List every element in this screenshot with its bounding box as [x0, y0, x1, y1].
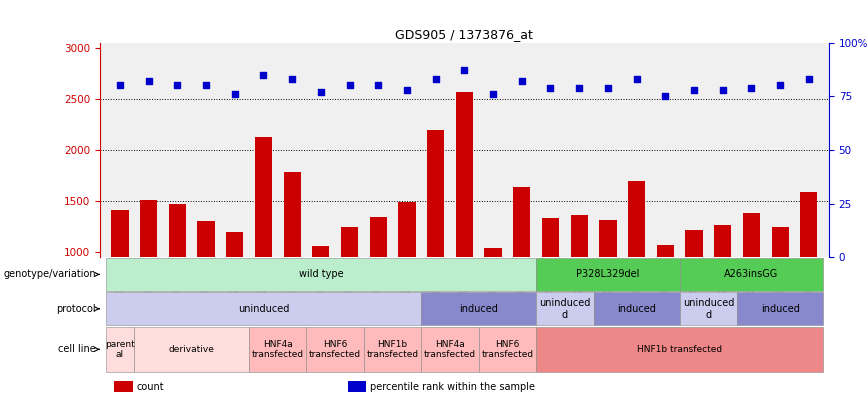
Text: genotype/variation: genotype/variation — [3, 269, 99, 279]
Bar — [106, 292, 421, 325]
Point — [716, 87, 730, 93]
Bar — [364, 327, 421, 372]
Bar — [686, 230, 702, 354]
Point — [286, 76, 299, 82]
Bar — [427, 130, 444, 354]
Bar — [106, 258, 536, 291]
Point — [141, 78, 155, 84]
Text: count: count — [136, 382, 164, 392]
Point — [113, 82, 127, 89]
Bar — [628, 181, 645, 354]
Bar — [743, 213, 760, 354]
Bar — [594, 292, 680, 325]
Title: GDS905 / 1373876_at: GDS905 / 1373876_at — [396, 28, 533, 41]
Point — [372, 82, 385, 89]
Text: uninduced: uninduced — [238, 304, 289, 314]
Bar — [772, 226, 789, 354]
Bar — [536, 258, 680, 291]
Point — [658, 93, 672, 100]
Point — [629, 76, 643, 82]
Text: HNF6
transfected: HNF6 transfected — [482, 340, 534, 359]
Bar — [306, 327, 364, 372]
Text: percentile rank within the sample: percentile rank within the sample — [370, 382, 535, 392]
Text: cell line: cell line — [58, 344, 99, 354]
Text: uninduced
d: uninduced d — [683, 298, 734, 320]
Bar — [536, 327, 823, 372]
Text: HNF1b
transfected: HNF1b transfected — [366, 340, 418, 359]
Text: derivative: derivative — [168, 345, 214, 354]
Bar — [284, 173, 300, 354]
Text: induced: induced — [459, 304, 498, 314]
Point — [227, 91, 241, 97]
Bar — [680, 258, 823, 291]
Text: parent
al: parent al — [105, 340, 135, 359]
Bar — [680, 292, 737, 325]
Bar — [737, 292, 823, 325]
Bar — [370, 217, 387, 354]
Bar — [570, 215, 588, 354]
Point — [515, 78, 529, 84]
Text: uninduced
d: uninduced d — [539, 298, 590, 320]
Bar — [135, 327, 249, 372]
Bar — [312, 246, 330, 354]
Bar — [168, 204, 186, 354]
Bar — [106, 327, 135, 372]
Point — [343, 82, 357, 89]
Point — [314, 89, 328, 95]
Bar — [714, 226, 732, 354]
Bar — [398, 202, 416, 354]
Point — [802, 76, 816, 82]
Point — [257, 71, 271, 78]
Bar — [484, 248, 502, 354]
Bar — [197, 222, 214, 354]
Point — [400, 87, 414, 93]
Text: HNF6
transfected: HNF6 transfected — [309, 340, 361, 359]
Point — [429, 76, 443, 82]
Point — [543, 84, 557, 91]
Text: A263insGG: A263insGG — [724, 269, 779, 279]
Point — [199, 82, 213, 89]
Bar — [421, 292, 536, 325]
Bar — [115, 381, 133, 392]
Text: induced: induced — [617, 304, 656, 314]
Text: protocol: protocol — [56, 304, 99, 314]
Text: P328L329del: P328L329del — [576, 269, 640, 279]
Bar — [255, 136, 272, 354]
Point — [773, 82, 787, 89]
Bar — [341, 226, 358, 354]
Bar — [542, 218, 559, 354]
Bar — [111, 210, 128, 354]
Bar — [599, 220, 616, 354]
Bar — [513, 187, 530, 354]
Bar — [479, 327, 536, 372]
Point — [745, 84, 759, 91]
Point — [687, 87, 701, 93]
Text: HNF4a
transfected: HNF4a transfected — [252, 340, 304, 359]
Point — [601, 84, 615, 91]
Bar — [348, 381, 366, 392]
Bar — [536, 292, 594, 325]
Text: wild type: wild type — [299, 269, 343, 279]
Bar — [657, 245, 674, 354]
Bar — [456, 92, 473, 354]
Text: HNF4a
transfected: HNF4a transfected — [424, 340, 476, 359]
Bar — [140, 200, 157, 354]
Point — [572, 84, 586, 91]
Point — [457, 67, 471, 74]
Point — [486, 91, 500, 97]
Text: HNF1b transfected: HNF1b transfected — [637, 345, 722, 354]
Bar — [249, 327, 306, 372]
Point — [170, 82, 184, 89]
Text: induced: induced — [760, 304, 799, 314]
Bar — [800, 192, 818, 354]
Bar — [227, 232, 243, 354]
Bar — [421, 327, 479, 372]
